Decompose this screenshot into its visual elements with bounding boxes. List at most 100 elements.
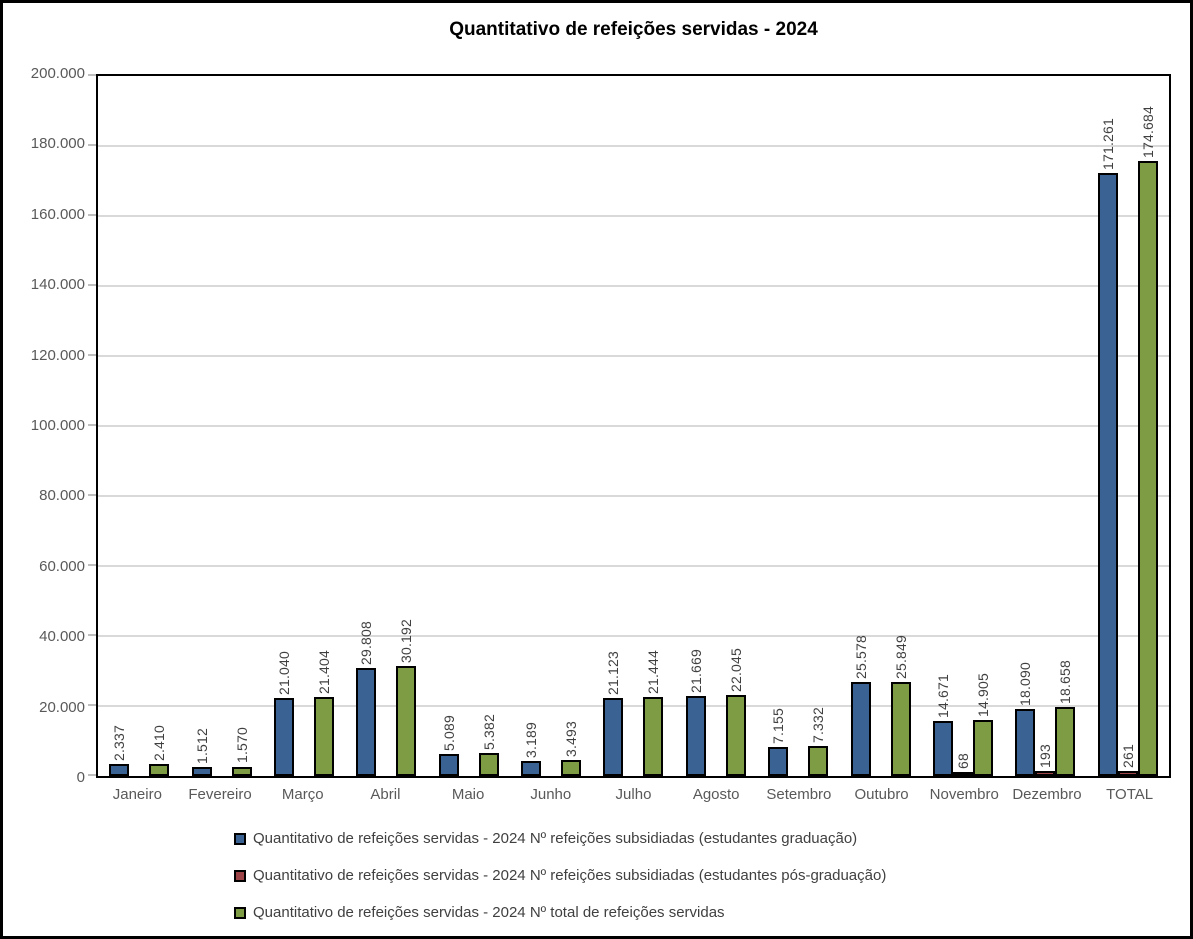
bar-group-outubro: 25.578 25.849 [839, 76, 921, 776]
bar-value-label: 29.808 [358, 620, 375, 665]
bar-value-label: 30.192 [398, 619, 415, 664]
bar-slot: 25.578 [850, 76, 871, 776]
bar-slot: 174.684 [1137, 76, 1158, 776]
bar-slot: 21.404 [313, 76, 334, 776]
bar-series-3 [561, 759, 582, 776]
bar-value-label: 5.382 [480, 714, 497, 751]
bar-slot: 21.040 [273, 76, 294, 776]
bar-value-label: 14.671 [935, 673, 952, 718]
bar-slot: 30.192 [396, 76, 417, 776]
bar-value-label: 5.089 [440, 715, 457, 752]
y-tick-mark [88, 774, 96, 776]
y-tick-mark [88, 564, 96, 566]
bar-group-novembro: 14.671 68 14.905 [922, 76, 1004, 776]
bar-series-2 [1117, 771, 1138, 776]
bar-slot: 7.332 [808, 76, 829, 776]
x-tick-label: Outubro [854, 786, 909, 803]
bar-value-label: 21.123 [605, 651, 622, 696]
bar-slot: 2.410 [149, 76, 170, 776]
bar-series-1 [1015, 708, 1036, 776]
bar-value-label: 14.905 [975, 672, 992, 717]
bar-value-label: 174.684 [1139, 105, 1156, 158]
legend-item-3: Quantitativo de refeições servidas - 202… [234, 901, 886, 924]
bar-group-março: 21.040 21.404 [263, 76, 345, 776]
bar-series-3 [396, 666, 417, 776]
bar-value-label: 21.040 [275, 651, 292, 696]
gridline [98, 145, 1169, 147]
y-tick-label: 60.000 [39, 557, 85, 575]
bar-value-label: 68 [955, 752, 972, 769]
bar-slot [541, 76, 561, 776]
bar-group-dezembro: 18.090 193 18.658 [1004, 76, 1086, 776]
y-tick-mark [88, 144, 96, 146]
y-tick-mark [88, 74, 96, 76]
bar-group-abril: 29.808 30.192 [345, 76, 427, 776]
bar-slot: 14.905 [973, 76, 994, 776]
bar-value-label: 3.493 [563, 720, 580, 757]
legend: Quantitativo de refeições servidas - 202… [234, 827, 886, 924]
bar-value-label: 21.404 [315, 650, 332, 695]
legend-marker-icon [234, 832, 246, 845]
bar-slot [129, 76, 149, 776]
gridline [98, 705, 1169, 707]
bar-value-label: 18.090 [1017, 661, 1034, 706]
legend-label: Quantitativo de refeições servidas - 202… [253, 867, 887, 884]
bar-group-janeiro: 2.337 2.410 [98, 76, 180, 776]
bar-slot [788, 76, 808, 776]
bar-slot: 261 [1117, 76, 1138, 776]
bar-value-label: 261 [1119, 744, 1136, 769]
bar-slot [871, 76, 891, 776]
x-tick-label: Fevereiro [188, 786, 252, 803]
x-tick-label: Agosto [692, 786, 740, 803]
y-tick-label: 0 [76, 769, 85, 786]
bar-slot: 5.382 [478, 76, 499, 776]
bar-series-1 [521, 760, 542, 776]
bar-series-2 [1035, 771, 1056, 776]
y-tick-label: 40.000 [39, 628, 85, 646]
bar-slot: 14.671 [933, 76, 954, 776]
bar-series-1 [603, 698, 624, 776]
gridline [98, 635, 1169, 637]
bar-group-setembro: 7.155 7.332 [757, 76, 839, 776]
y-tick-mark [88, 354, 96, 356]
bar-series-1 [109, 763, 130, 776]
legend-marker-icon [234, 869, 246, 882]
x-tick-label: Dezembro [1012, 786, 1082, 803]
bar-slot [294, 76, 314, 776]
bar-value-label: 2.337 [111, 724, 128, 761]
gridline [98, 215, 1169, 217]
bar-series-3 [313, 697, 334, 776]
bar-series-1 [933, 720, 954, 776]
y-tick-label: 80.000 [39, 487, 85, 505]
y-tick-label: 20.000 [39, 698, 85, 716]
bar-slot: 18.658 [1055, 76, 1076, 776]
bar-slot: 193 [1035, 76, 1056, 776]
bar-slot: 5.089 [438, 76, 459, 776]
bar-slot [459, 76, 479, 776]
gridline [98, 355, 1169, 357]
bar-slot [212, 76, 232, 776]
y-tick-label: 160.000 [30, 205, 85, 223]
bar-slot: 21.123 [603, 76, 624, 776]
bar-slot: 3.493 [561, 76, 582, 776]
bar-series-3 [1055, 706, 1076, 776]
bar-slot: 21.444 [643, 76, 664, 776]
x-tick-label: TOTAL [1106, 786, 1154, 803]
bar-series-1 [438, 754, 459, 776]
bar-group-junho: 3.189 3.493 [510, 76, 592, 776]
x-tick-label: Março [281, 786, 324, 803]
legend-label: Quantitativo de refeições servidas - 202… [253, 830, 858, 847]
bar-group-maio: 5.089 5.382 [428, 76, 510, 776]
bar-value-label: 18.658 [1057, 659, 1074, 704]
bar-slot [376, 76, 396, 776]
bar-value-label: 171.261 [1099, 117, 1116, 170]
bar-series-1 [685, 696, 706, 776]
bar-slot: 1.570 [231, 76, 252, 776]
y-axis: 0 20.000 40.000 60.000 80.000 100.000 120.000 1… [3, 65, 91, 786]
plot-area: 2.337 2.410 1.512 1.570 21.040 21.404 29.808 30… [96, 74, 1171, 778]
chart-title: Quantitativo de refeições servidas - 202… [449, 19, 818, 40]
bar-slot: 25.849 [890, 76, 911, 776]
bar-group-fevereiro: 1.512 1.570 [180, 76, 262, 776]
bar-group-agosto: 21.669 22.045 [675, 76, 757, 776]
